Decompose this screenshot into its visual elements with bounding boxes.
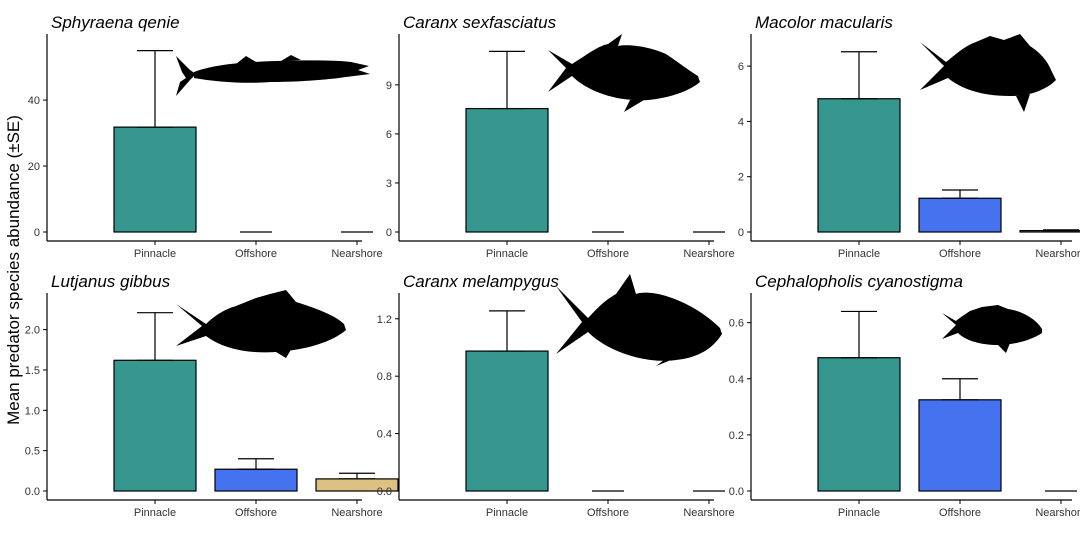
panel-title: Sphyraena qenie [51,13,180,32]
x-tick-label: Offshore [587,507,629,519]
y-tick-label: 3 [386,178,392,190]
x-tick-label: Nearshore [683,248,734,260]
x-tick-label: Pinnacle [486,507,528,519]
panel-title: Macolor macularis [755,13,893,32]
chart-panel: Cephalopholis cyanostigma 0.0 0.2 0.4 0.6 Pin… [729,272,1080,519]
y-axis-label: Mean predator species abundance (±SE) [4,115,23,425]
x-tick-label: Offshore [587,248,629,260]
y-tick-label: 0.5 [25,446,40,458]
y-tick-label: 9 [386,80,392,92]
bar-pinnacle [113,359,197,492]
bar-offshore [918,399,1002,492]
bar-offshore [918,197,1002,233]
chart-panel: Lutjanus gibbus 0.0 0.5 1.0 1.5 2.0 Pinnacle Of… [25,272,399,519]
x-tick-label: Nearshore [683,507,734,519]
panel-title: Caranx sexfasciatus [403,13,557,32]
y-tick-label: 0.0 [377,486,392,498]
x-tick-label: Pinnacle [838,507,880,519]
x-tick-label: Offshore [235,507,277,519]
y-tick-label: 40 [28,95,40,107]
y-tick-label: 0.6 [729,318,744,330]
panel-title: Caranx melampygus [403,272,559,291]
y-tick-label: 2 [738,172,744,184]
bar-pinnacle [113,126,197,233]
x-tick-label: Pinnacle [134,248,176,260]
x-tick-label: Nearshore [1035,507,1080,519]
chart-panel: Caranx melampygus 0.0 0.4 0.8 1.2 Pinnacle Off… [377,272,735,519]
chart-panel: Caranx sexfasciatus 0 3 6 9 Pinnacle Offshore N… [386,13,735,260]
y-tick-label: 2.0 [25,325,40,337]
x-tick-label: Pinnacle [486,248,528,260]
humpback-snapper-icon [176,290,346,358]
bluefin-trevally-icon [556,274,722,366]
y-tick-label: 1.5 [25,365,40,377]
y-tick-label: 0.2 [729,430,744,442]
y-tick-label: 0.0 [25,486,40,498]
x-tick-label: Nearshore [1035,248,1080,260]
snapper-icon [920,34,1056,112]
chart-panel: Macolor macularis 0 2 4 6 Pinnacle Offshore Nea… [738,13,1080,260]
y-tick-label: 1.0 [25,405,40,417]
x-tick-label: Pinnacle [838,248,880,260]
x-tick-label: Nearshore [331,507,382,519]
y-tick-label: 4 [738,116,744,128]
x-tick-label: Offshore [939,507,981,519]
barracuda-icon [176,55,370,96]
y-tick-label: 0 [34,227,40,239]
panel-title: Lutjanus gibbus [51,272,171,291]
trevally-icon [548,34,700,112]
chart-panel: Sphyraena qenie 0 20 40 Pinnacle Offshore Near… [28,13,383,260]
bar-pinnacle [817,357,901,492]
y-tick-label: 0.4 [729,374,744,386]
x-tick-label: Offshore [235,248,277,260]
bar-pinnacle [465,107,549,233]
bar-pinnacle [465,350,549,492]
x-tick-label: Offshore [939,248,981,260]
x-tick-label: Nearshore [331,248,382,260]
y-tick-label: 0.4 [377,429,392,441]
y-tick-label: 1.2 [377,314,392,326]
y-tick-label: 0 [386,227,392,239]
panel-title: Cephalopholis cyanostigma [755,272,963,291]
bar-pinnacle [817,98,901,233]
y-tick-label: 0 [738,227,744,239]
y-tick-label: 6 [738,61,744,73]
bar-offshore [214,468,298,492]
y-tick-label: 20 [28,161,40,173]
y-tick-label: 6 [386,129,392,141]
y-tick-label: 0.8 [377,371,392,383]
grouper-icon [942,305,1042,353]
x-tick-label: Pinnacle [134,507,176,519]
y-tick-label: 0.0 [729,486,744,498]
